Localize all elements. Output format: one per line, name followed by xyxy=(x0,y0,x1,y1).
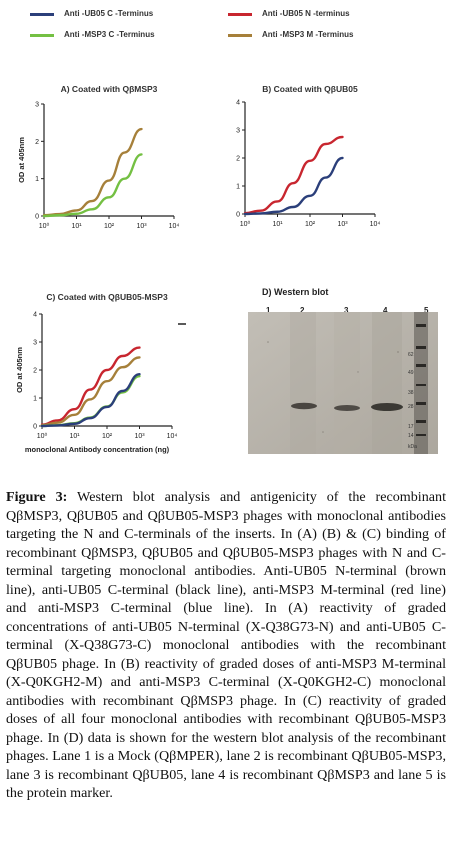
legend-swatch-ub05-n xyxy=(228,13,252,16)
chart-b-svg: B) Coated with QβUB05 0 1 2 3 4 10⁰ 10¹ 10² 10³ 10… xyxy=(236,84,381,228)
y-tick-label: 2 xyxy=(33,368,37,375)
series-line-1 xyxy=(40,346,141,426)
x-tick-label: 10⁴ xyxy=(370,221,381,228)
marker-label-38: 38 xyxy=(408,390,414,396)
y-tick-label: 0 xyxy=(33,424,37,431)
figure-caption: Figure 3: Western blot analysis and anti… xyxy=(6,488,446,803)
y-tick-label: 1 xyxy=(33,396,37,403)
marker-label-17: 17 xyxy=(408,424,414,430)
series-line-2 xyxy=(40,356,141,427)
chart-a-svg: A) Coated with QβMSP3 0 1 2 3 10⁰ 10¹ 10² 10³ 10⁴… xyxy=(17,84,180,230)
x-axis-label: monoclonal Antibody concentration (ng) xyxy=(25,445,170,454)
blot-marker-labels: 62 49 38 28 17 14 kDa xyxy=(408,312,436,454)
blot-band-lane-2 xyxy=(291,402,317,410)
y-tick-label: 1 xyxy=(236,184,240,191)
legend-label-ub05-n: Anti -UB05 N -terminus xyxy=(262,9,350,18)
y-tick-label: 4 xyxy=(236,100,240,107)
caption-text: Western blot analysis and antigenicity o… xyxy=(6,489,446,801)
series-line-2 xyxy=(243,156,344,216)
chart-c: C) Coated with QβUB05-MSP3 0 1 2 3 4 10⁰ 10¹ 10²… xyxy=(0,288,230,478)
y-tick-label: 1 xyxy=(35,176,39,183)
x-tick-label: 10⁴ xyxy=(167,433,178,440)
y-tick-label: 3 xyxy=(33,340,37,347)
y-tick-label: 4 xyxy=(33,312,37,319)
legend-label-ub05-c: Anti -UB05 C -Terminus xyxy=(64,9,154,18)
marker-label-28: 28 xyxy=(408,404,414,410)
chart-title: A) Coated with QβMSP3 xyxy=(61,84,158,94)
x-tick-label: 10³ xyxy=(134,433,145,440)
x-tick-label: 10¹ xyxy=(272,221,283,228)
chart-title: C) Coated with QβUB05-MSP3 xyxy=(46,292,168,302)
blot-band-lane-4 xyxy=(371,403,403,411)
western-blot-svg xyxy=(248,312,438,454)
blot-title: D) Western blot xyxy=(262,287,329,297)
lane-label-2: 2 xyxy=(300,306,305,315)
series-line-1 xyxy=(42,127,143,217)
caption-label: Figure 3: xyxy=(6,489,68,505)
x-tick-label: 10² xyxy=(104,223,115,230)
legend-swatch-msp3-m xyxy=(228,34,252,37)
x-tick-label: 10⁰ xyxy=(240,220,251,228)
lane-label-5: 5 xyxy=(424,306,429,315)
x-tick-label: 10¹ xyxy=(69,433,80,440)
y-tick-label: 2 xyxy=(236,156,240,163)
legend-label-msp3-m: Anti -MSP3 M -Terminus xyxy=(262,30,354,39)
lane-label-3: 3 xyxy=(344,306,349,315)
legend-label-msp3-c: Anti -MSP3 C -Terminus xyxy=(64,30,155,39)
x-tick-label: 10³ xyxy=(337,221,348,228)
lane-label-4: 4 xyxy=(383,306,388,315)
y-tick-label: 0 xyxy=(236,212,240,219)
y-tick-label: 3 xyxy=(35,102,39,109)
legend-swatch-msp3-c xyxy=(30,34,54,37)
chart-title: B) Coated with QβUB05 xyxy=(262,84,358,94)
x-tick-label: 10⁰ xyxy=(39,222,50,230)
x-tick-label: 10⁰ xyxy=(37,432,48,440)
chart-c-svg: C) Coated with QβUB05-MSP3 0 1 2 3 4 10⁰ 10¹ 10²… xyxy=(15,292,186,454)
x-tick-label: 10² xyxy=(305,221,316,228)
legend-swatch-ub05-c xyxy=(30,13,54,16)
x-tick-label: 10⁴ xyxy=(169,223,180,230)
y-tick-label: 0 xyxy=(35,214,39,221)
chart-b: B) Coated with QβUB05 0 1 2 3 4 10⁰ 10¹ 10² 10³ 10… xyxy=(225,82,445,242)
marker-label-kda: kDa xyxy=(408,444,417,450)
y-axis-label: OD at 405nm xyxy=(17,137,26,183)
blot-band-lane-3 xyxy=(334,405,360,411)
series-line-1 xyxy=(243,135,344,215)
y-axis-label: OD at 405nm xyxy=(15,347,24,393)
marker-label-49: 49 xyxy=(408,370,414,376)
lane-label-1: 1 xyxy=(266,306,271,315)
western-blot-image: 62 49 38 28 17 14 kDa xyxy=(248,312,438,454)
series-line-4 xyxy=(40,373,141,428)
y-tick-label: 3 xyxy=(236,128,240,135)
marker-label-62: 62 xyxy=(408,352,414,358)
y-tick-label: 2 xyxy=(35,139,39,146)
x-tick-label: 10¹ xyxy=(71,223,82,230)
figure-legend: Anti -UB05 C -Terminus Anti -UB05 N -ter… xyxy=(0,0,451,50)
marker-label-14: 14 xyxy=(408,433,414,439)
x-tick-label: 10³ xyxy=(136,223,147,230)
series-line-2 xyxy=(42,153,143,218)
x-tick-label: 10² xyxy=(102,433,113,440)
chart-a: A) Coated with QβMSP3 0 1 2 3 10⁰ 10¹ 10² 10³ 10⁴… xyxy=(0,80,220,240)
